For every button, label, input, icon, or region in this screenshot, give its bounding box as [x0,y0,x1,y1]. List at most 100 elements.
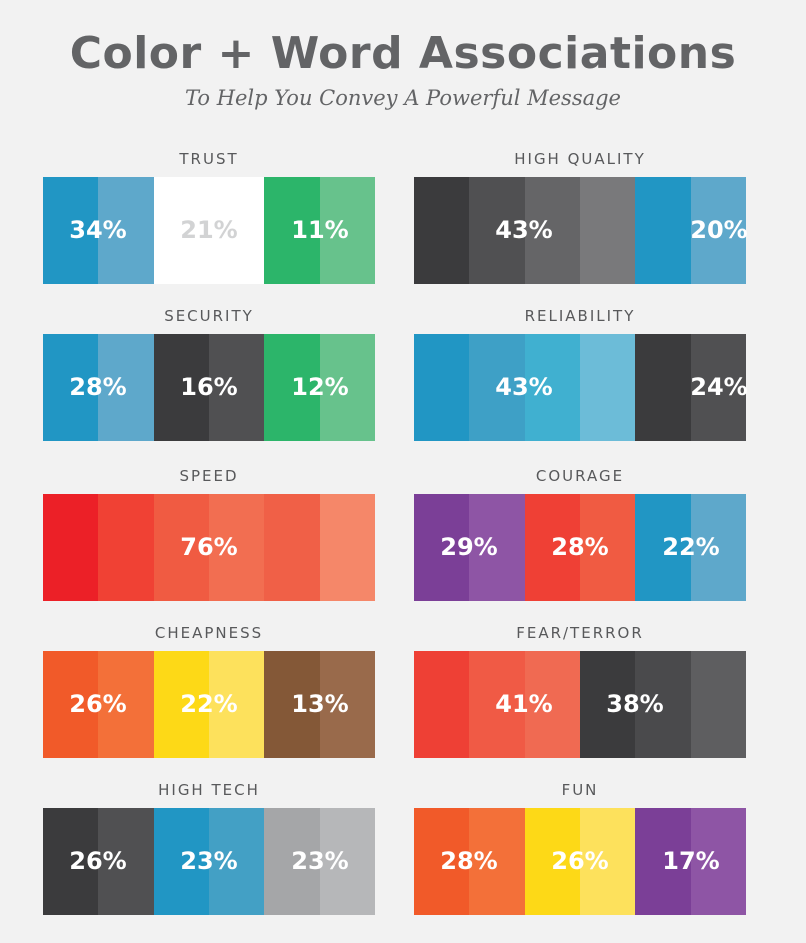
panel-courage: COURAGE 29% 28% 22% [414,467,746,607]
color-swatch-bar [43,334,375,441]
percentage-value: 76% [180,533,238,561]
percentage-value: 29% [440,533,498,561]
percentage-value: 16% [180,373,238,401]
color-swatch [414,494,470,601]
color-swatch-bar [43,808,375,915]
panel-label: HIGH QUALITY [514,150,646,168]
percentage-value: 24% [690,373,748,401]
percentage-value: 13% [291,690,349,718]
panel-reliability: RELIABILITY 43% 24% [414,307,748,447]
color-swatch [635,494,691,601]
color-swatch [208,808,265,915]
color-swatch [319,808,375,915]
panel-label: HIGH TECH [158,781,260,799]
color-swatch [98,177,154,284]
color-swatch [690,651,746,758]
color-swatch [524,651,580,758]
color-swatch [153,494,209,601]
percentage-value: 22% [180,690,238,718]
color-swatch [208,651,265,758]
color-swatch [43,494,99,601]
percentage-value: 38% [606,690,664,718]
color-swatch [264,494,320,601]
color-swatch-bar [414,177,746,284]
panel-trust: TRUST 34% 21% 11% [43,150,375,290]
color-swatch [414,808,470,915]
panel-high-tech: HIGH TECH 26% 23% 23% [43,781,375,921]
panel-label: SPEED [179,467,239,485]
percentage-value: 26% [551,847,609,875]
color-swatch [635,651,691,758]
color-swatch [208,177,265,284]
color-swatch-bar [43,494,375,601]
color-swatch [319,494,375,601]
percentage-value: 41% [495,690,553,718]
color-swatch [264,808,320,915]
color-swatch [690,494,746,601]
color-swatch [153,177,209,284]
panel-label: SECURITY [164,307,254,325]
color-swatch [635,177,691,284]
color-swatch-bar [414,494,746,601]
color-swatch [43,177,99,284]
percentage-value: 20% [690,216,748,244]
color-swatch [635,808,691,915]
color-swatch [469,651,525,758]
color-swatch [153,334,209,441]
percentage-value: 43% [495,216,553,244]
color-swatch [153,808,209,915]
page-title: Color + Word Associations [69,28,737,79]
color-swatch [524,494,580,601]
color-swatch [208,494,265,601]
panel-label: COURAGE [535,467,625,485]
color-swatch [208,334,265,441]
color-swatch [579,494,636,601]
color-swatch [579,177,636,284]
color-swatch [524,808,580,915]
color-swatch-bar [414,651,746,758]
color-swatch [579,808,636,915]
percentage-value: 26% [69,847,127,875]
color-swatch [690,334,746,441]
color-swatch [469,334,525,441]
color-swatch [319,177,375,284]
panel-fear-terror: FEAR/TERROR 41% 38% [414,624,746,764]
panel-label: FUN [561,781,599,799]
color-swatch [635,334,691,441]
percentage-value: 23% [180,847,238,875]
color-swatch-bar [43,651,375,758]
color-swatch [264,651,320,758]
color-swatch [414,651,470,758]
percentage-value: 34% [69,216,127,244]
color-swatch [319,334,375,441]
percentage-value: 22% [662,533,720,561]
color-swatch [414,177,470,284]
color-swatch [98,808,154,915]
percentage-value: 28% [440,847,498,875]
color-swatch [414,334,470,441]
percentage-value: 28% [551,533,609,561]
color-swatch [579,651,636,758]
panel-high-quality: HIGH QUALITY 43% 20% [414,150,748,290]
percentage-value: 21% [180,216,238,244]
percentage-value: 43% [495,373,553,401]
color-swatch [43,808,99,915]
color-swatch-bar [414,334,746,441]
color-swatch [690,808,746,915]
page-subtitle: To Help You Convey A Powerful Message [185,86,621,110]
percentage-value: 28% [69,373,127,401]
percentage-value: 17% [662,847,720,875]
percentage-value: 23% [291,847,349,875]
color-swatch [469,177,525,284]
color-swatch-bar [43,177,375,284]
color-swatch [98,651,154,758]
panel-speed: SPEED 76% [43,467,375,607]
color-swatch [319,651,375,758]
color-swatch [469,494,525,601]
percentage-value: 26% [69,690,127,718]
color-swatch [43,334,99,441]
color-swatch [98,494,154,601]
panel-security: SECURITY 28% 16% 12% [43,307,375,447]
percentage-value: 11% [291,216,349,244]
color-swatch [98,334,154,441]
